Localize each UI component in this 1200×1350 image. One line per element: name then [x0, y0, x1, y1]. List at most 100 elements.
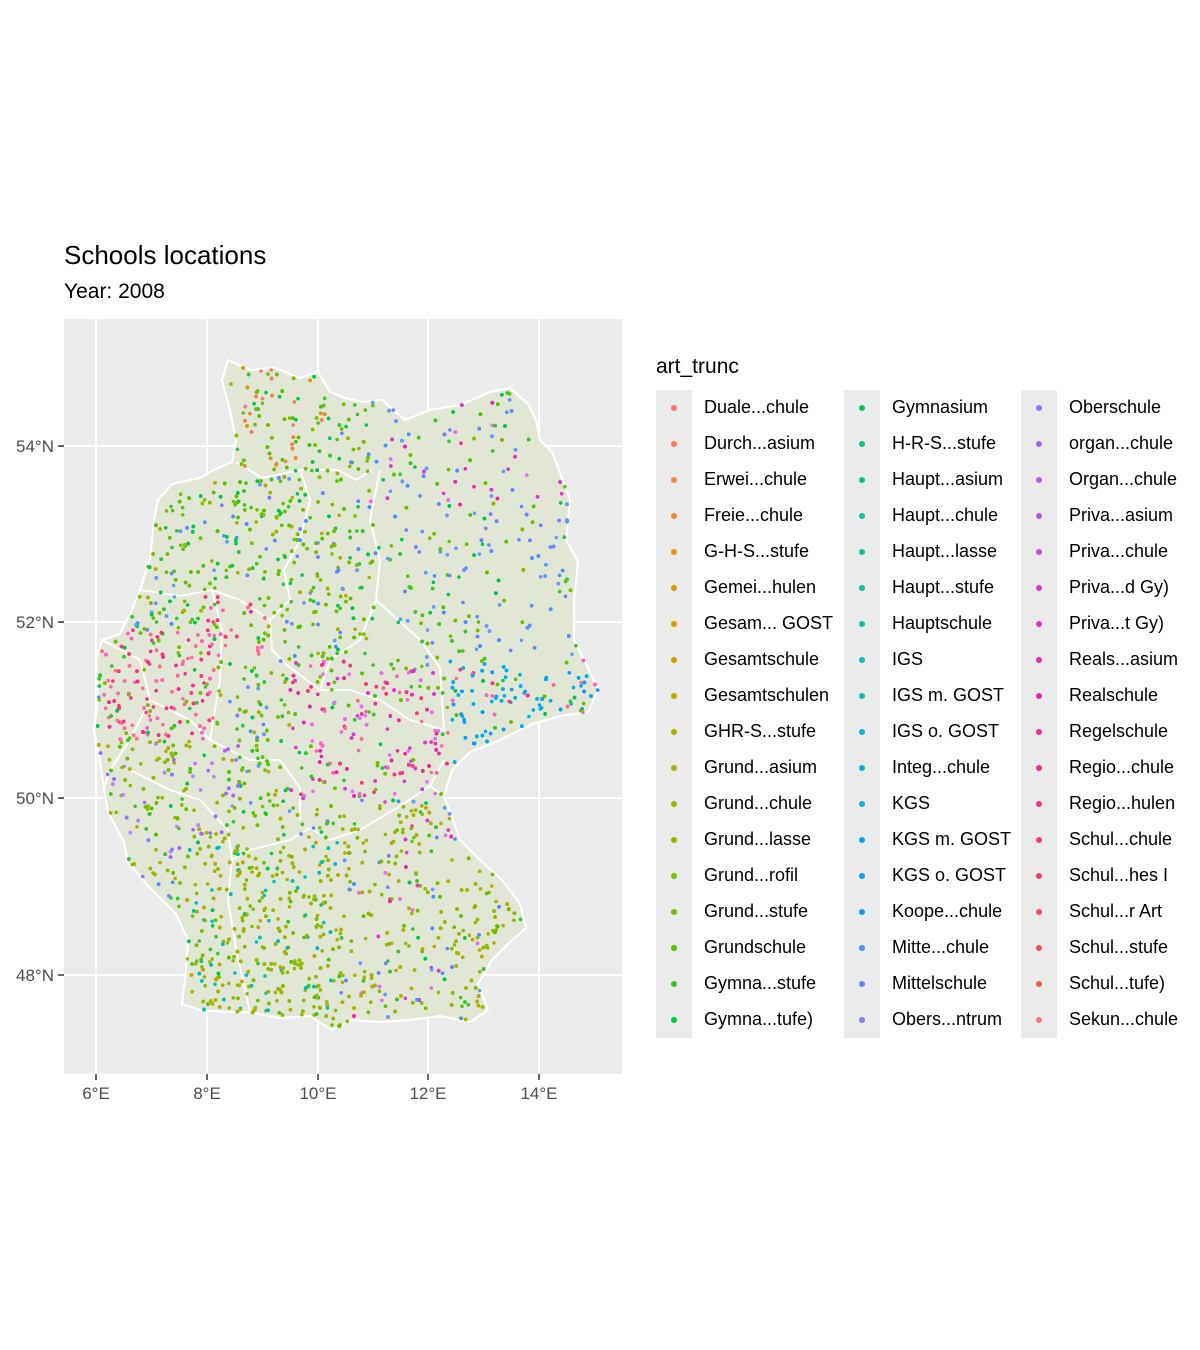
school-point — [488, 731, 493, 736]
school-point — [318, 863, 322, 867]
school-point — [339, 991, 344, 995]
school-point — [464, 542, 469, 546]
school-point — [447, 816, 452, 821]
school-point — [188, 620, 193, 624]
school-point — [291, 806, 296, 810]
school-point — [148, 649, 153, 654]
school-point — [190, 617, 194, 622]
school-point — [300, 1013, 304, 1017]
school-point — [301, 998, 306, 1003]
school-point — [210, 559, 214, 563]
school-point — [412, 835, 416, 840]
school-point — [311, 599, 316, 604]
school-point — [364, 709, 368, 714]
school-point — [158, 860, 162, 865]
school-point — [117, 703, 121, 708]
school-point — [310, 739, 315, 743]
school-point — [275, 999, 279, 1003]
school-point — [363, 713, 368, 718]
school-point — [263, 811, 268, 815]
school-point — [386, 959, 390, 963]
school-point — [252, 401, 256, 406]
school-point — [436, 990, 441, 995]
school-point — [213, 918, 218, 922]
school-point — [161, 723, 165, 727]
school-point — [342, 778, 346, 783]
school-point — [448, 634, 453, 638]
school-point — [164, 570, 169, 574]
school-point — [213, 576, 218, 581]
school-point — [579, 684, 583, 688]
school-point — [243, 665, 248, 670]
school-point — [394, 968, 398, 973]
school-point — [567, 671, 572, 675]
school-point — [270, 874, 275, 878]
school-point — [255, 998, 260, 1003]
school-point — [501, 678, 505, 683]
school-point — [381, 478, 386, 482]
school-point — [319, 903, 323, 907]
school-point — [349, 939, 354, 943]
school-point — [517, 538, 521, 542]
school-point — [347, 672, 352, 676]
school-point — [385, 556, 390, 561]
school-point — [439, 821, 443, 826]
school-point — [216, 951, 220, 956]
school-point — [141, 874, 145, 879]
school-point — [460, 1004, 464, 1009]
school-point — [513, 677, 518, 682]
school-point — [170, 545, 174, 550]
school-point — [272, 879, 276, 884]
school-point — [311, 585, 316, 590]
school-point — [505, 410, 509, 415]
school-point — [110, 664, 114, 668]
school-point — [264, 547, 269, 551]
school-point — [538, 574, 543, 579]
school-point — [461, 600, 465, 605]
school-point — [293, 959, 297, 963]
school-point — [378, 806, 382, 811]
school-point — [208, 831, 213, 835]
school-point — [262, 603, 267, 608]
school-point — [315, 572, 320, 576]
school-point — [205, 882, 210, 886]
school-point — [194, 901, 198, 905]
school-point — [347, 529, 352, 533]
school-point — [319, 754, 324, 759]
school-point — [254, 866, 259, 870]
school-point — [256, 756, 260, 760]
school-point — [245, 769, 249, 774]
school-point — [213, 586, 217, 590]
school-point — [508, 648, 513, 653]
school-point — [258, 554, 262, 559]
school-point — [477, 948, 482, 952]
school-point — [554, 535, 558, 540]
school-point — [202, 975, 207, 979]
school-point — [260, 804, 265, 809]
school-point — [439, 744, 444, 748]
school-point — [183, 672, 187, 676]
school-point — [335, 651, 340, 656]
school-point — [211, 716, 215, 720]
school-point — [557, 589, 562, 594]
school-point — [357, 446, 361, 451]
school-point — [260, 396, 265, 401]
school-point — [217, 689, 221, 693]
school-point — [345, 1019, 350, 1024]
school-point — [370, 400, 375, 405]
school-point — [403, 996, 408, 1001]
school-point — [388, 489, 393, 494]
school-point — [403, 941, 408, 946]
school-point — [477, 988, 482, 993]
school-point — [154, 601, 158, 605]
school-point — [314, 749, 319, 753]
school-point — [216, 653, 221, 657]
school-point — [406, 749, 411, 753]
school-point — [398, 617, 403, 621]
school-point — [285, 877, 290, 882]
school-point — [107, 757, 112, 762]
school-point — [109, 685, 113, 689]
school-point — [296, 963, 300, 967]
school-point — [221, 939, 226, 944]
